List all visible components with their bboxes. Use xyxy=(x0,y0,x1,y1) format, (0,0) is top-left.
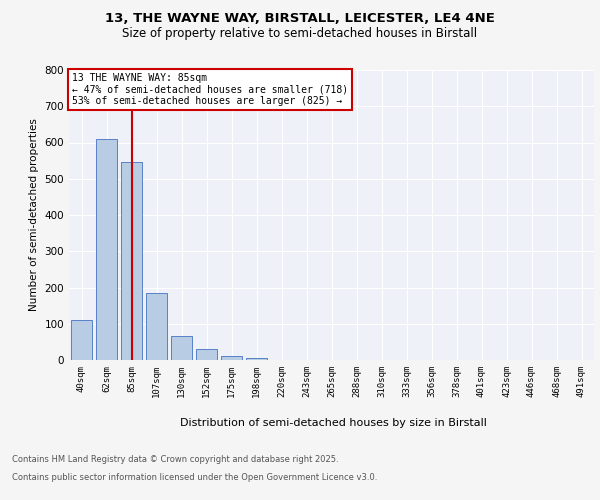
Text: Distribution of semi-detached houses by size in Birstall: Distribution of semi-detached houses by … xyxy=(179,418,487,428)
Bar xyxy=(71,320,92,360)
Bar xyxy=(221,356,242,360)
Bar xyxy=(146,293,167,360)
Bar xyxy=(196,349,217,360)
Bar xyxy=(96,139,117,360)
Bar xyxy=(171,336,192,360)
Text: Size of property relative to semi-detached houses in Birstall: Size of property relative to semi-detach… xyxy=(122,28,478,40)
Text: Contains public sector information licensed under the Open Government Licence v3: Contains public sector information licen… xyxy=(12,472,377,482)
Text: Contains HM Land Registry data © Crown copyright and database right 2025.: Contains HM Land Registry data © Crown c… xyxy=(12,455,338,464)
Bar xyxy=(121,162,142,360)
Bar xyxy=(246,358,267,360)
Y-axis label: Number of semi-detached properties: Number of semi-detached properties xyxy=(29,118,39,312)
Text: 13, THE WAYNE WAY, BIRSTALL, LEICESTER, LE4 4NE: 13, THE WAYNE WAY, BIRSTALL, LEICESTER, … xyxy=(105,12,495,26)
Text: 13 THE WAYNE WAY: 85sqm
← 47% of semi-detached houses are smaller (718)
53% of s: 13 THE WAYNE WAY: 85sqm ← 47% of semi-de… xyxy=(71,73,348,106)
